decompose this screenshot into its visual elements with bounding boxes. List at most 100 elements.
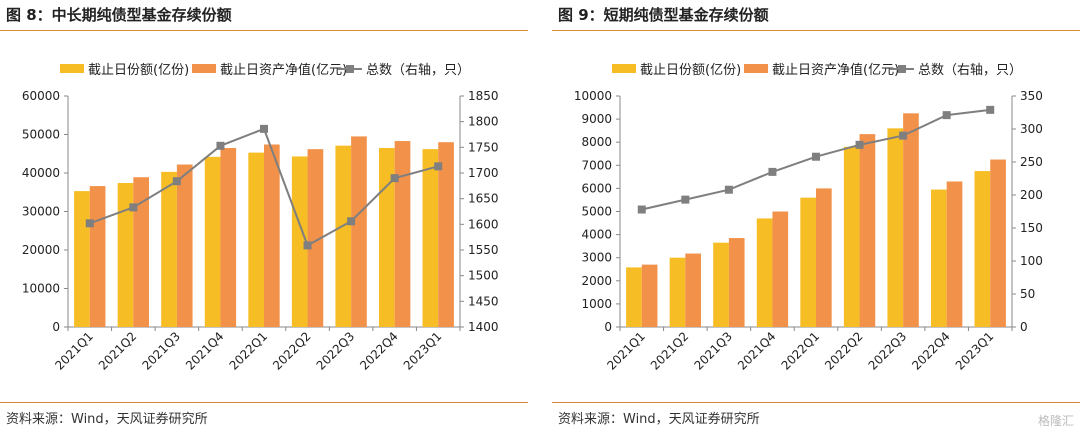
count-marker [85, 219, 94, 228]
count-marker [899, 131, 908, 140]
count-marker [347, 217, 356, 226]
y-tick-label-right: 1750 [468, 140, 499, 154]
bar-shares [422, 149, 439, 327]
bar-shares [626, 267, 642, 327]
y-tick-label-right: 1550 [468, 243, 499, 257]
x-tick-label: 2022Q3 [866, 329, 910, 373]
y-tick-label-right: 150 [1020, 221, 1043, 235]
bar-nav [990, 159, 1006, 327]
legend-label: 截止日份额(亿份) [640, 63, 741, 78]
bar-nav [728, 238, 745, 327]
x-tick-label: 2021Q4 [735, 329, 779, 373]
bar-nav [133, 177, 150, 327]
x-tick-label: 2022Q2 [822, 329, 866, 373]
y-tick-label-left: 50000 [22, 128, 60, 142]
title-rule [0, 30, 528, 31]
source-note: 资料来源：Wind，天风证券研究所 [558, 412, 760, 427]
y-tick-label-right: 1400 [468, 320, 499, 334]
bar-shares [930, 189, 947, 327]
legend-item: 截止日资产净值(亿元) [744, 62, 899, 78]
bar-shares [74, 191, 90, 327]
y-tick-label-right: 1500 [468, 269, 499, 283]
legend-swatch [744, 64, 768, 73]
y-tick-label-right: 1700 [468, 166, 499, 180]
y-tick-label-left: 6000 [581, 181, 612, 195]
chart-svg-left: 截止日份额(亿份) 截止日资产净值(亿元) 总数（右轴，只） 0 10000 20000 3… [22, 62, 499, 373]
bar-nav [685, 253, 702, 327]
y-tick-label-left: 20000 [22, 243, 60, 257]
bar-shares [204, 156, 221, 327]
y-tick-label-right: 1450 [468, 294, 499, 308]
bar-nav [903, 113, 919, 327]
y-tick-label-left: 5000 [581, 205, 612, 219]
y-tick-label-right: 100 [1020, 254, 1043, 268]
bar-shares [669, 257, 686, 327]
y-tick-label-left: 8000 [581, 135, 612, 149]
y-tick-label-right: 200 [1020, 188, 1043, 202]
bar-nav [89, 186, 106, 327]
x-tick-label: 2022Q4 [909, 329, 953, 373]
count-marker [768, 167, 777, 176]
bar-shares [843, 146, 860, 327]
bar-nav [307, 149, 324, 327]
bar-shares [378, 147, 395, 327]
bar-shares [713, 242, 729, 327]
bar-shares [887, 128, 904, 327]
watermark-logo: 格隆汇 [1037, 414, 1074, 428]
y-tick-label-right: 250 [1020, 155, 1043, 169]
x-tick-label: 2021Q3 [691, 329, 735, 373]
x-tick-label: 2023Q1 [401, 329, 445, 373]
bar-shares [117, 183, 134, 327]
x-tick-label: 2021Q1 [52, 329, 96, 373]
bar-shares [161, 171, 177, 327]
y-tick-label-left: 7000 [581, 158, 612, 172]
y-tick-label-left: 3000 [581, 251, 612, 265]
bar-nav [816, 188, 832, 327]
count-marker [303, 241, 312, 250]
y-tick-label-left: 60000 [22, 89, 60, 103]
count-marker [434, 162, 443, 171]
x-tick-label: 2023Q1 [953, 329, 997, 373]
count-marker [855, 140, 864, 149]
legend-item: 截止日份额(亿份) [612, 63, 741, 78]
x-tick-label: 2022Q3 [314, 329, 358, 373]
legend-swatch-marker [898, 65, 906, 73]
bar-nav [394, 141, 411, 327]
x-tick-label: 2021Q1 [604, 329, 648, 373]
y-tick-label-left: 10000 [22, 282, 60, 296]
count-marker [637, 205, 646, 214]
legend-swatch-marker [346, 65, 354, 73]
bar-nav [264, 144, 280, 327]
legend-label: 总数（右轴，只） [918, 63, 1022, 78]
y-tick-label-right: 0 [1020, 320, 1028, 334]
legend-label: 总数（右轴，只） [366, 63, 470, 78]
x-tick-label: 2021Q2 [96, 329, 140, 373]
legend-swatch [192, 64, 216, 73]
bar-shares [335, 145, 352, 327]
count-marker [681, 195, 690, 204]
count-marker [216, 141, 225, 150]
count-marker [172, 177, 181, 186]
bar-nav [351, 136, 367, 327]
x-tick-label: 2021Q4 [183, 329, 227, 373]
y-tick-label-left: 40000 [22, 166, 60, 180]
source-rule [552, 402, 1080, 403]
y-tick-label-right: 300 [1020, 122, 1043, 136]
count-marker [260, 124, 268, 133]
y-tick-label-left: 30000 [22, 205, 60, 219]
count-marker [129, 203, 138, 212]
y-tick-label-left: 1000 [581, 297, 612, 311]
y-tick-label-right: 1600 [468, 217, 499, 231]
x-tick-label: 2021Q3 [139, 329, 183, 373]
count-marker [986, 105, 995, 114]
x-tick-label: 2022Q1 [227, 329, 271, 373]
legend-label: 截止日份额(亿份) [88, 63, 189, 78]
bar-nav [772, 211, 789, 327]
y-tick-label-left: 9000 [581, 112, 612, 126]
y-tick-label-right: 1650 [468, 192, 499, 206]
bar-shares [248, 152, 264, 327]
bar-nav [946, 181, 963, 327]
legend-swatch [60, 64, 84, 73]
x-tick-label: 2022Q4 [357, 329, 401, 373]
source-rule [0, 402, 528, 403]
